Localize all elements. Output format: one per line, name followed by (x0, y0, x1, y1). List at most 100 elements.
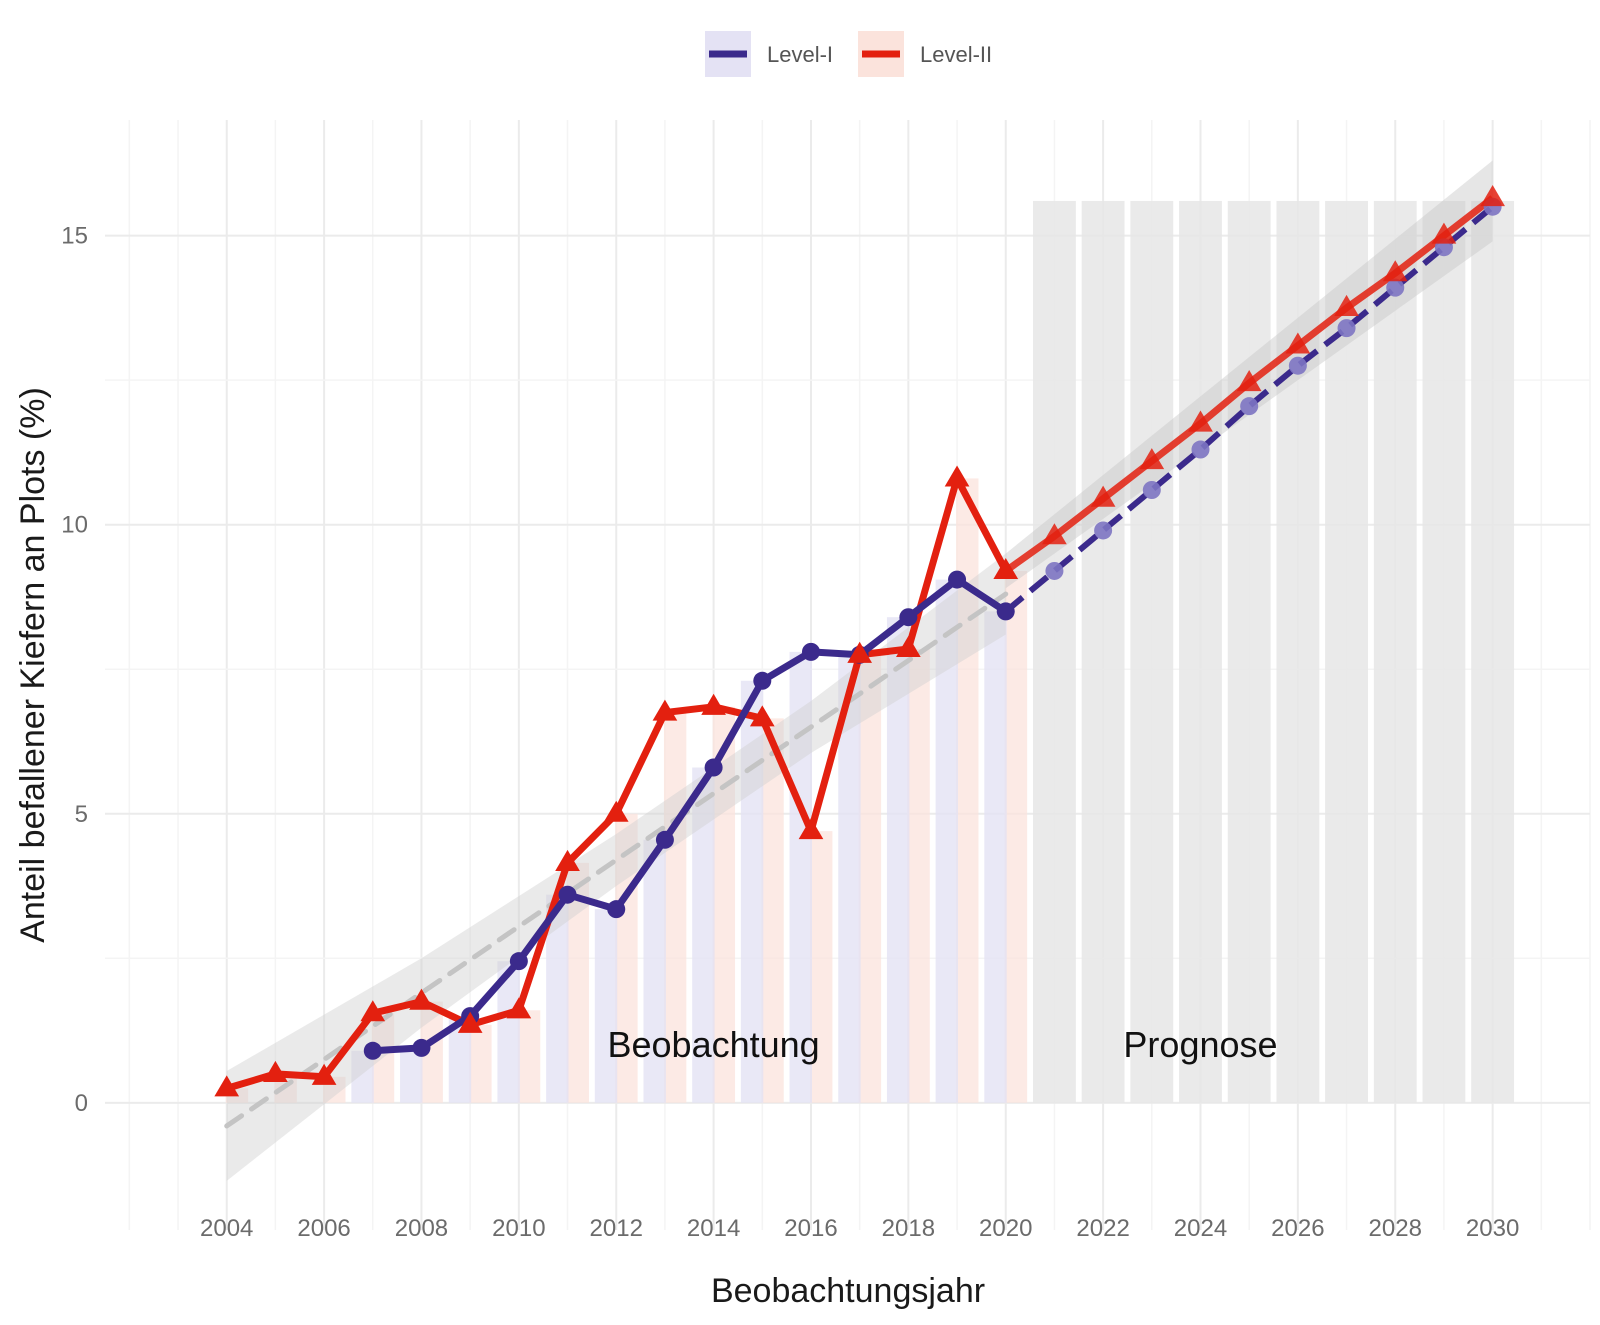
point-level-ii-forecast (1042, 523, 1067, 545)
region-label: Beobachtung (608, 1024, 820, 1065)
x-tick-label: 2016 (784, 1215, 837, 1242)
bars (225, 200, 1515, 1103)
bar-level-i (400, 1047, 423, 1103)
bar-level-ii (907, 648, 930, 1103)
x-tick-label: 2020 (979, 1215, 1032, 1242)
x-tick-label: 2022 (1076, 1215, 1129, 1242)
point-level-i (558, 885, 577, 904)
point-level-ii-forecast (1480, 185, 1505, 207)
bar-forecast (1033, 200, 1076, 1103)
point-level-i-forecast (1337, 319, 1356, 338)
point-level-ii (603, 800, 629, 822)
x-axis-title: Beobachtungsjahr (711, 1272, 985, 1310)
point-level-i-forecast (1191, 440, 1210, 459)
x-tick-label: 2010 (492, 1215, 545, 1242)
point-level-i-forecast (1142, 481, 1161, 499)
bar-level-ii (420, 1001, 443, 1103)
legend-label: Level-I (767, 42, 833, 67)
bar-level-ii (712, 706, 736, 1103)
bar-level-ii (371, 1013, 395, 1103)
bar-forecast (1227, 200, 1271, 1103)
bar-level-i (351, 1050, 374, 1103)
point-level-i (412, 1038, 431, 1057)
point-level-ii-forecast (1382, 260, 1408, 282)
bar-level-ii (761, 718, 784, 1103)
point-level-ii-forecast (1285, 332, 1311, 354)
series-markers (214, 185, 1505, 1097)
bar-forecast (1471, 200, 1515, 1103)
point-level-ii (847, 641, 873, 663)
y-tick-label: 0 (75, 1090, 88, 1117)
point-level-ii (944, 465, 970, 487)
point-level-i (899, 608, 918, 627)
bar-level-ii (1004, 570, 1028, 1103)
point-level-i (655, 830, 674, 849)
point-level-i (996, 602, 1015, 621)
x-tick-label: 2026 (1271, 1215, 1324, 1242)
y-tick-label: 5 (75, 801, 88, 828)
point-level-ii-forecast (1090, 485, 1116, 507)
point-level-ii (993, 557, 1019, 579)
x-tick-label: 2008 (395, 1215, 448, 1242)
point-level-ii (701, 693, 726, 715)
point-level-ii (506, 997, 532, 1019)
bar-level-i (789, 651, 812, 1103)
point-level-i (753, 671, 772, 690)
bar-level-ii (566, 862, 589, 1103)
point-level-i-forecast (1094, 521, 1113, 540)
bar-level-i (643, 839, 666, 1103)
point-level-i-forecast (1240, 397, 1259, 416)
region-label: Prognose (1123, 1024, 1277, 1065)
bar-forecast (1130, 200, 1174, 1103)
x-tick-label: 2014 (687, 1215, 740, 1242)
trend-confidence-band (226, 553, 1006, 1181)
point-level-ii (263, 1060, 288, 1082)
point-level-ii (311, 1063, 337, 1085)
point-level-i-forecast (1045, 561, 1064, 580)
bar-level-i (740, 680, 764, 1103)
point-level-ii (896, 635, 921, 658)
x-tick-label: 2024 (1174, 1215, 1227, 1242)
bar-level-i (886, 617, 910, 1103)
point-level-i (363, 1041, 382, 1060)
point-level-ii (214, 1075, 240, 1097)
point-level-ii (749, 705, 775, 727)
line-level-i-forecast (1003, 204, 1495, 614)
point-level-ii (652, 699, 678, 721)
bar-level-ii (858, 654, 882, 1103)
y-tick-label: 15 (61, 223, 88, 250)
point-level-i-forecast (1288, 356, 1307, 375)
point-level-i (509, 952, 528, 971)
bar-forecast (1081, 200, 1125, 1103)
point-level-ii (798, 818, 824, 840)
bar-level-i (984, 611, 1007, 1103)
point-level-i (704, 758, 723, 777)
bar-level-i (935, 579, 959, 1103)
bar-level-i (497, 961, 520, 1103)
point-level-ii-forecast (1334, 294, 1359, 316)
region-labels: Beobachtung Prognose (608, 1024, 1278, 1065)
y-axis-ticks: 0 5 10 15 (61, 223, 88, 1117)
point-level-ii (360, 1000, 386, 1022)
bar-level-i (838, 654, 861, 1103)
point-level-i (607, 900, 626, 919)
x-tick-label: 2012 (590, 1215, 643, 1242)
x-tick-label: 2030 (1466, 1215, 1519, 1242)
y-tick-label: 10 (61, 512, 88, 539)
bar-level-ii (469, 1024, 492, 1103)
x-tick-label: 2028 (1369, 1215, 1422, 1242)
point-level-ii-forecast (1188, 410, 1213, 432)
bar-level-i (594, 909, 618, 1103)
bar-forecast (1373, 200, 1417, 1103)
x-tick-label: 2006 (297, 1215, 350, 1242)
bar-level-i (448, 1016, 472, 1103)
x-axis-ticks: 2004 2006 2008 2010 2012 2014 2016 2018 2020 2022… (200, 1215, 1519, 1242)
bar-level-ii (810, 831, 833, 1103)
point-level-ii (409, 988, 434, 1010)
bar-level-i (692, 767, 715, 1103)
point-level-ii-forecast (1236, 370, 1262, 392)
legend: Level-I Level-II (705, 31, 992, 77)
y-axis-title: Anteil befallener Kiefern an Plots (%) (14, 387, 52, 943)
point-level-i (948, 570, 967, 589)
